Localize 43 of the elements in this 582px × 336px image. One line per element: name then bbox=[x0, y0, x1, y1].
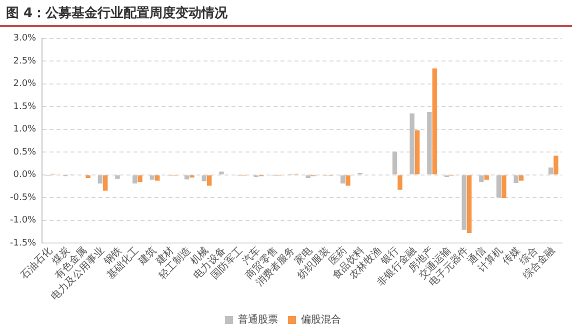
bar bbox=[202, 175, 206, 182]
bar bbox=[502, 175, 506, 198]
chart-title: 图 4：公募基金行业配置周度变动情况 bbox=[0, 0, 572, 27]
bar bbox=[184, 175, 190, 180]
bar bbox=[554, 156, 558, 174]
bar bbox=[392, 152, 398, 174]
legend-label: 偏股混合 bbox=[301, 314, 341, 326]
bar bbox=[496, 175, 502, 198]
bar bbox=[548, 168, 554, 174]
bar bbox=[462, 175, 466, 230]
bar bbox=[115, 175, 120, 179]
bar bbox=[484, 175, 489, 180]
y-tick-label: -1.5% bbox=[10, 238, 37, 248]
bar bbox=[132, 175, 138, 184]
bar bbox=[306, 175, 310, 178]
bar bbox=[479, 175, 484, 182]
bar bbox=[398, 175, 402, 190]
bar bbox=[346, 175, 350, 186]
y-tick-label: -1.0% bbox=[10, 216, 37, 226]
bar bbox=[150, 175, 154, 180]
bar bbox=[340, 175, 346, 184]
bar bbox=[432, 68, 437, 174]
bar bbox=[86, 175, 90, 178]
y-tick-label: 0.5% bbox=[13, 147, 37, 158]
legend-label: 普通股票 bbox=[238, 314, 278, 326]
bar bbox=[414, 130, 420, 174]
y-tick-label: 1.0% bbox=[13, 124, 37, 135]
bar bbox=[219, 172, 224, 174]
bar bbox=[514, 175, 518, 183]
bar bbox=[190, 175, 194, 178]
bar bbox=[207, 175, 212, 186]
bar bbox=[103, 175, 108, 191]
y-tick-label: 3.0% bbox=[13, 34, 37, 44]
y-tick-label: 1.5% bbox=[13, 102, 37, 112]
bar bbox=[427, 112, 432, 174]
y-tick-label: 2.0% bbox=[13, 79, 37, 90]
y-tick-label: 0.0% bbox=[13, 170, 37, 180]
bar bbox=[410, 113, 414, 174]
bar bbox=[466, 175, 472, 234]
y-tick-label: 2.5% bbox=[13, 56, 37, 66]
bar bbox=[138, 175, 142, 182]
bar bbox=[98, 175, 103, 184]
y-tick-label: -0.5% bbox=[10, 192, 37, 203]
